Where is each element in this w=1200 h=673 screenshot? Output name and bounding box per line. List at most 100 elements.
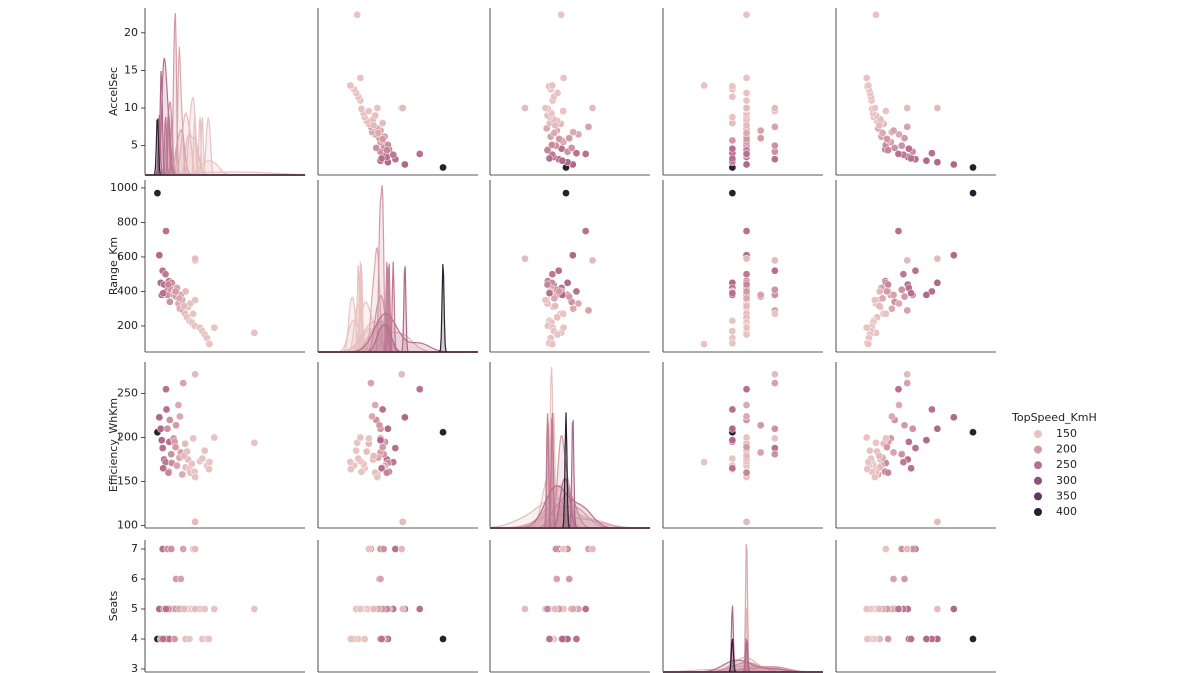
scatter-point: [866, 446, 874, 455]
scatter-point: [189, 310, 198, 318]
scatter-point: [883, 287, 891, 296]
scatter-point: [742, 518, 751, 526]
scatter-point: [354, 454, 363, 463]
y-tick-label: 5: [131, 602, 138, 615]
scatter-point: [569, 304, 578, 313]
scatter-point: [728, 144, 737, 153]
scatter-point: [557, 10, 566, 19]
scatter-point: [181, 287, 190, 296]
scatter-point: [365, 545, 373, 553]
scatter-point: [883, 135, 891, 143]
scatter-point: [900, 292, 909, 301]
scatter-point: [728, 316, 737, 325]
scatter-point: [346, 465, 355, 474]
scatter-point: [742, 412, 751, 421]
scatter-point: [352, 446, 360, 455]
scatter-point: [210, 323, 219, 332]
scatter-point: [888, 412, 896, 421]
scatter-point: [872, 10, 880, 19]
scatter-point: [198, 454, 207, 463]
scatter-point: [565, 292, 574, 301]
scatter-point: [162, 227, 170, 235]
scatter-point: [882, 545, 890, 553]
scatter-point: [728, 339, 737, 348]
scatter-point: [173, 461, 181, 470]
scatter-point: [969, 189, 977, 197]
scatter-point: [376, 575, 385, 583]
scatter-point: [903, 123, 912, 131]
scatter-point: [864, 340, 873, 348]
kde-curve: [663, 638, 823, 673]
scatter-point: [375, 421, 384, 430]
scatter-point: [728, 289, 737, 298]
scatter-point: [933, 158, 942, 167]
scatter-point: [353, 10, 362, 19]
scatter-point: [552, 575, 561, 583]
scatter-point: [742, 433, 751, 442]
scatter-point: [550, 294, 559, 303]
scatter-point: [871, 104, 879, 112]
legend-label: 350: [1056, 489, 1077, 502]
scatter-point: [742, 10, 751, 19]
scatter-point: [969, 635, 977, 643]
scatter-point: [875, 452, 884, 460]
scatter-point: [756, 134, 765, 142]
scatter-point: [550, 129, 559, 137]
y-axis-label: Range_Km: [107, 237, 120, 295]
scatter-point: [153, 189, 162, 197]
scatter-point: [884, 468, 892, 477]
y-axis-label: Efficiency_WhKm: [107, 398, 120, 492]
scatter-point: [159, 289, 167, 298]
scatter-point: [174, 401, 183, 409]
scatter-point: [889, 291, 898, 299]
scatter-point: [165, 416, 174, 424]
scatter-point: [548, 270, 557, 279]
scatter-point: [588, 104, 597, 112]
scatter-point: [889, 448, 898, 457]
scatter-point: [903, 104, 912, 112]
scatter-point: [357, 467, 366, 476]
scatter-point: [872, 438, 880, 447]
scatter-point: [928, 287, 936, 296]
scatter-point: [903, 545, 912, 553]
scatter-point: [949, 605, 958, 613]
scatter-point: [167, 450, 176, 459]
scatter-point: [742, 385, 751, 394]
scatter-point: [700, 458, 708, 466]
scatter-point: [903, 256, 912, 265]
y-tick-label: 400: [117, 284, 138, 297]
scatter-point: [357, 104, 366, 113]
y-tick-label: 250: [117, 387, 138, 400]
y-tick-label: 200: [117, 431, 138, 444]
scatter-point: [155, 251, 164, 260]
scatter-point: [389, 150, 398, 159]
scatter-point: [378, 405, 387, 414]
scatter-point: [742, 323, 751, 332]
scatter-point: [162, 405, 171, 414]
scatter-point: [742, 74, 751, 82]
scatter-point: [180, 302, 189, 310]
scatter-point: [771, 104, 779, 112]
scatter-point: [771, 450, 779, 459]
y-tick-label: 15: [124, 63, 138, 76]
scatter-point: [911, 266, 920, 275]
scatter-point: [356, 433, 365, 442]
scatter-point: [398, 605, 407, 613]
scatter-point: [541, 104, 550, 112]
scatter-point: [905, 144, 913, 153]
scatter-point: [372, 144, 381, 152]
legend-marker: [1034, 492, 1042, 501]
scatter-point: [558, 635, 567, 643]
scatter-point: [200, 605, 209, 613]
scatter-point: [179, 379, 188, 387]
scatter-point: [158, 444, 167, 452]
scatter-point: [548, 340, 557, 348]
scatter-point: [875, 302, 884, 310]
scatter-point: [185, 635, 194, 643]
scatter-point: [552, 545, 560, 553]
legend-marker: [1034, 476, 1042, 485]
scatter-point: [728, 454, 737, 463]
scatter-point: [543, 605, 552, 613]
scatter-point: [384, 424, 392, 433]
scatter-point: [771, 123, 779, 131]
